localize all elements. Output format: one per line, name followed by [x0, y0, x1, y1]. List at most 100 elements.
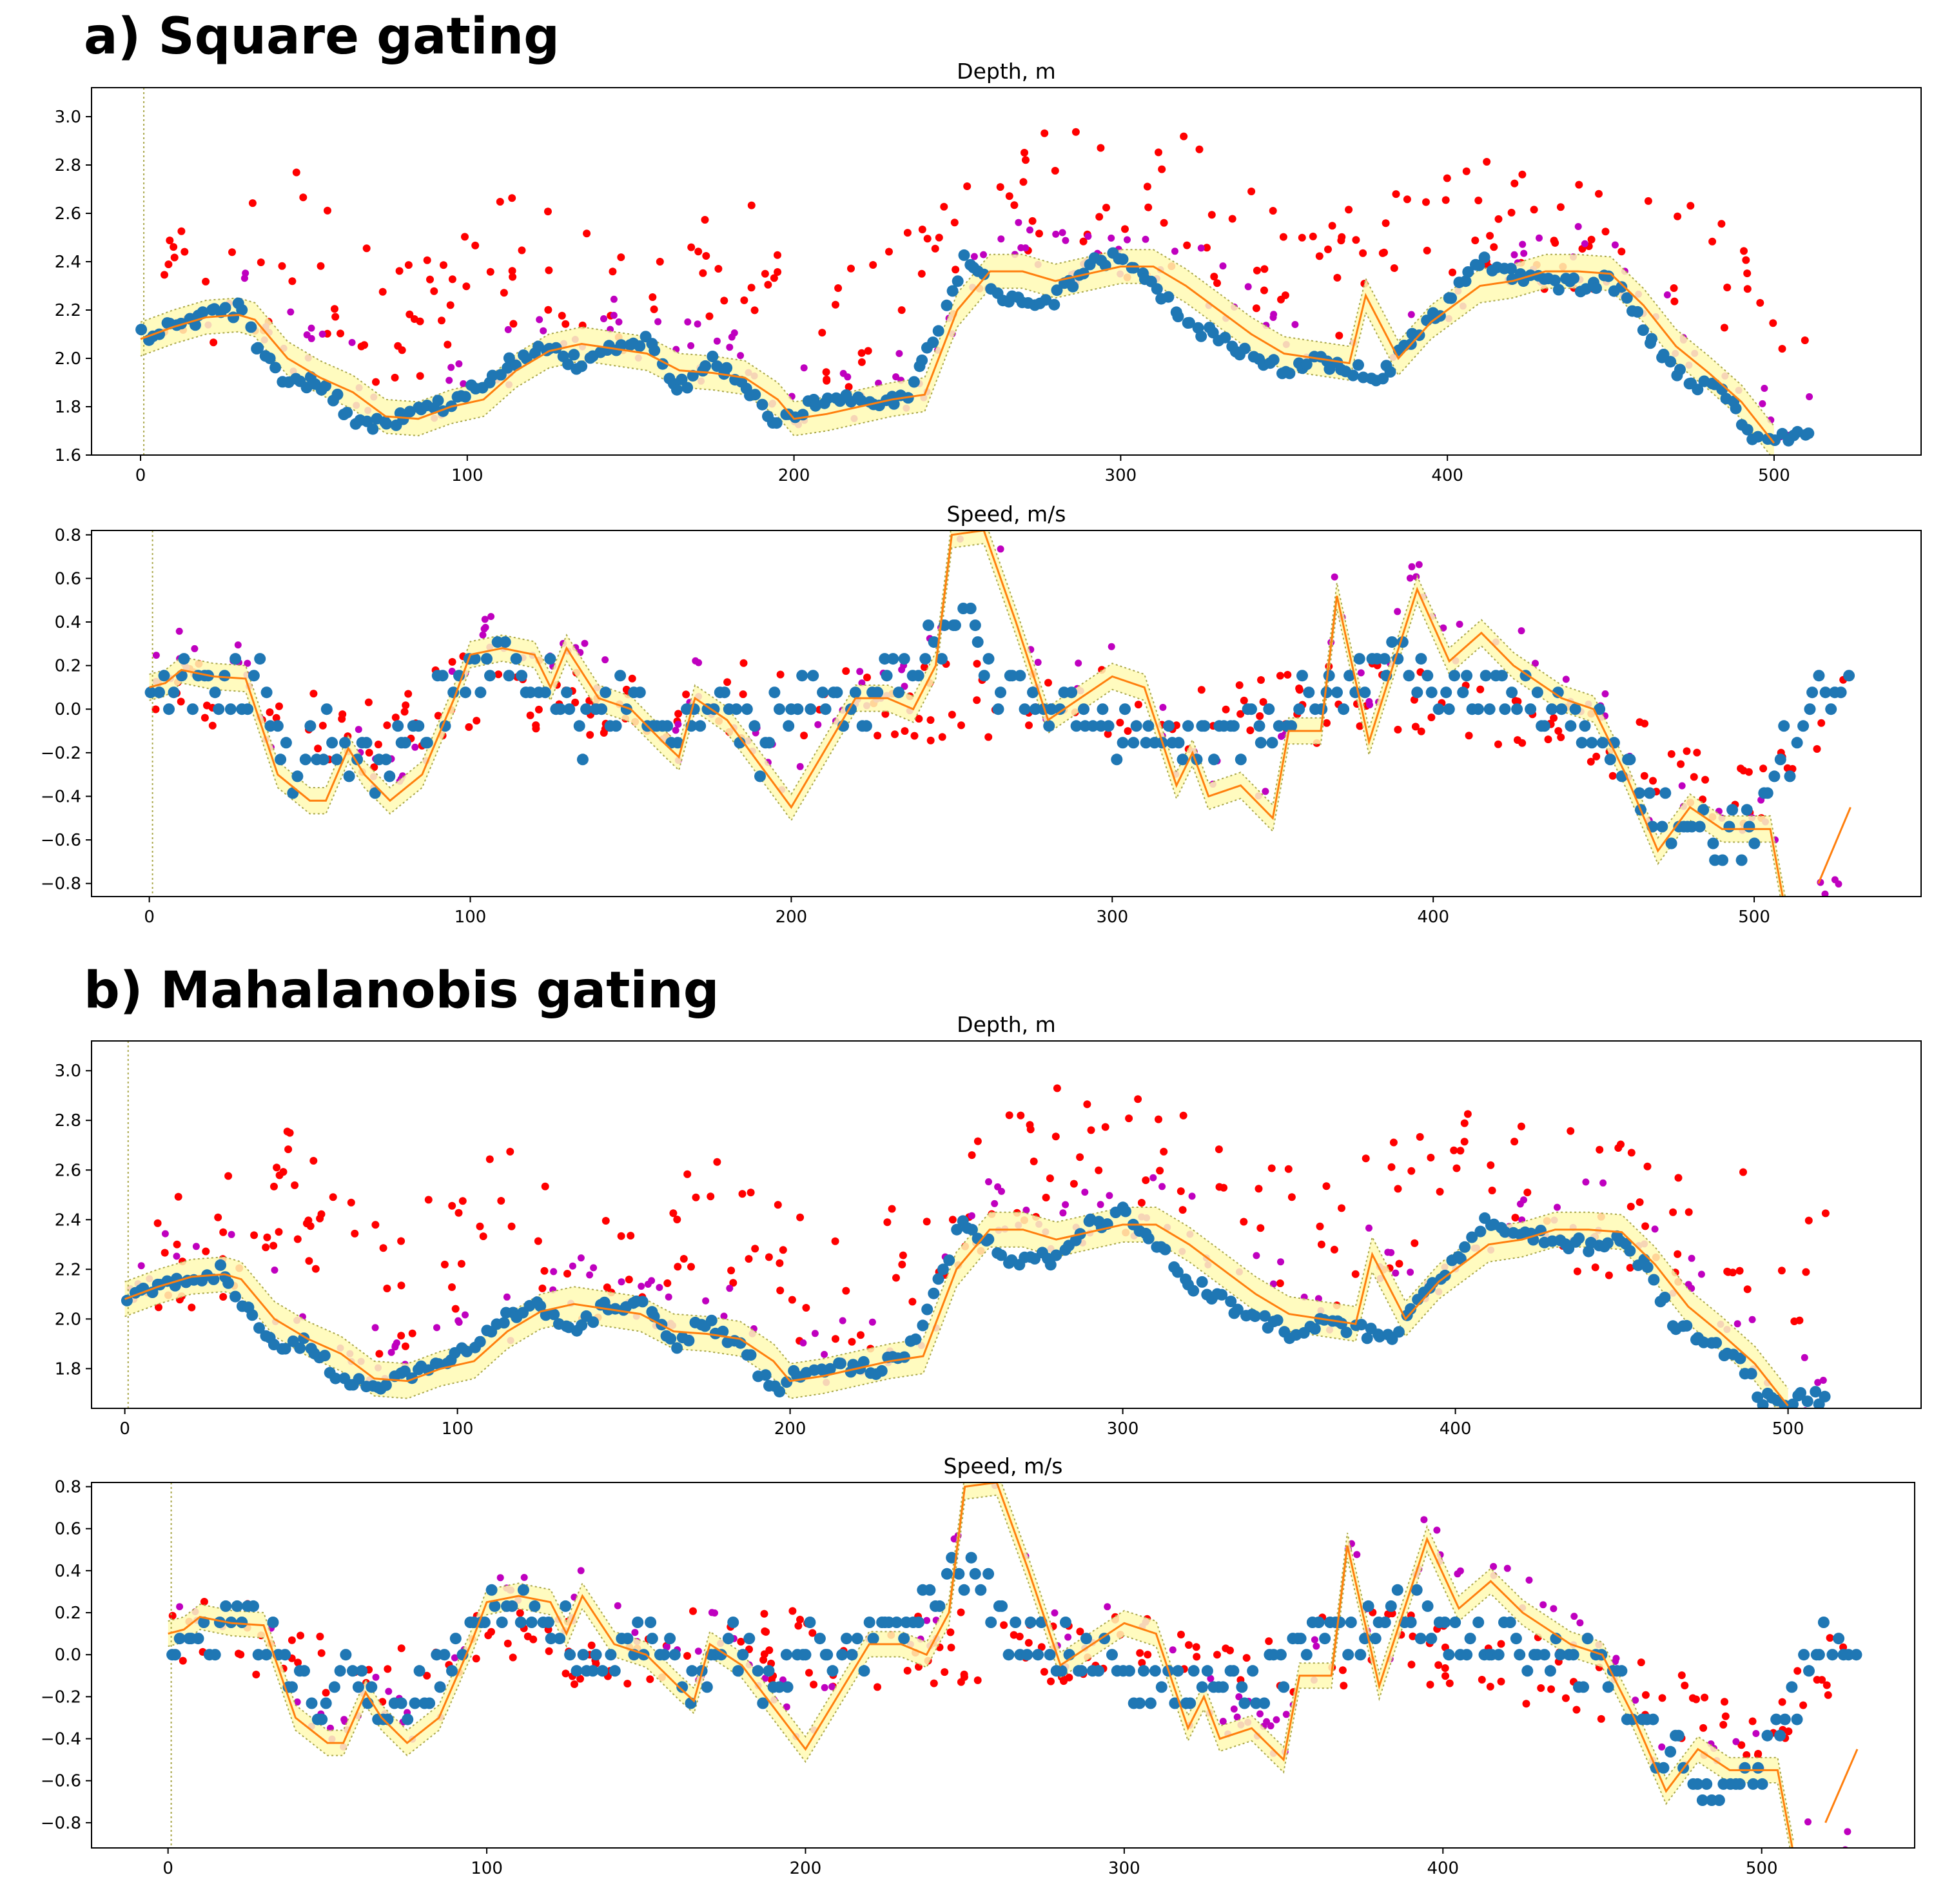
gated-point: [288, 1636, 296, 1644]
gated-point: [1683, 747, 1691, 755]
band-upper-edge: [149, 530, 1786, 897]
measured-point: [1806, 686, 1819, 699]
other-point: [1015, 219, 1022, 226]
gated-point: [405, 310, 414, 318]
gated-point: [1742, 256, 1750, 264]
measured-point: [1353, 653, 1365, 665]
other-point: [137, 1262, 145, 1270]
other-point: [1207, 1675, 1215, 1682]
measured-point: [1149, 1665, 1161, 1677]
other-point: [1064, 1633, 1072, 1641]
band-upper-edge: [168, 1482, 1795, 1842]
other-point: [1365, 698, 1373, 705]
measured-point: [1271, 1314, 1284, 1326]
gated-point: [497, 1197, 505, 1205]
x-tick-label: 100: [471, 1859, 503, 1878]
y-tick-label: −0.6: [41, 831, 81, 850]
other-point: [1104, 1603, 1111, 1611]
other-point: [737, 352, 745, 360]
gated-point: [1441, 196, 1450, 204]
measured-point: [1238, 1697, 1251, 1709]
y-tick-label: −0.2: [41, 1687, 81, 1707]
axes-frame: [91, 1040, 1922, 1409]
other-point: [1532, 659, 1539, 667]
gated-point: [479, 1232, 487, 1241]
gated-point: [1022, 156, 1030, 164]
other-point: [1520, 249, 1528, 257]
gated-point: [1407, 1167, 1416, 1175]
gated-point: [1338, 1204, 1345, 1212]
measured-point: [958, 1584, 970, 1596]
other-point: [1732, 1738, 1740, 1745]
measured-point: [260, 1649, 273, 1661]
gated-point: [1483, 158, 1491, 166]
gated-point: [494, 670, 503, 679]
measured-point: [525, 1617, 538, 1628]
measured-point: [1421, 670, 1434, 682]
gated-point: [294, 1658, 302, 1667]
gated-point: [847, 264, 855, 273]
other-point: [1384, 1248, 1392, 1256]
measured-point: [516, 670, 528, 682]
measured-point: [1538, 1649, 1550, 1661]
measured-point: [280, 737, 292, 749]
measured-point: [279, 1343, 291, 1355]
gated-point: [1210, 273, 1218, 281]
gated-point: [1116, 719, 1124, 727]
measured-point: [715, 1649, 727, 1661]
gated-point: [284, 1145, 293, 1154]
other-point: [692, 657, 699, 665]
gated-point: [1160, 1147, 1168, 1156]
gated-point: [347, 1198, 355, 1207]
other-point: [1219, 1718, 1227, 1725]
gated-point: [540, 1267, 549, 1275]
gated-point: [1721, 1712, 1730, 1720]
measured-point: [1784, 770, 1796, 782]
gated-point: [776, 1287, 785, 1295]
other-point: [844, 373, 852, 381]
gated-point: [1626, 1203, 1635, 1210]
measured-point: [1466, 1231, 1478, 1243]
gated-point: [1674, 1174, 1683, 1182]
measured-point: [1461, 1649, 1473, 1661]
gated-point: [1160, 219, 1168, 227]
measured-point: [299, 753, 311, 766]
other-point: [487, 613, 495, 620]
gated-point: [747, 201, 756, 209]
measured-point: [576, 360, 588, 373]
gated-point: [1739, 1168, 1747, 1176]
other-point: [644, 1281, 652, 1288]
gated-point: [1488, 1187, 1496, 1194]
measured-point: [634, 340, 646, 352]
other-point: [997, 235, 1005, 243]
measured-point: [1195, 330, 1207, 342]
measured-point: [254, 653, 266, 665]
other-point: [1821, 890, 1829, 897]
gated-point: [1197, 686, 1206, 694]
gated-point: [885, 248, 893, 256]
axes-frame: [91, 530, 1922, 897]
other-point: [997, 545, 1004, 553]
gated-point: [202, 1247, 210, 1256]
gated-point: [1627, 1149, 1636, 1157]
other-point: [355, 726, 362, 733]
y-tick-label: 2.4: [55, 1210, 81, 1230]
measured-point: [1462, 266, 1474, 278]
measured-point: [562, 358, 574, 371]
measured-point: [672, 737, 684, 749]
measured-point: [1403, 670, 1415, 682]
measured-point: [890, 1617, 903, 1628]
gated-point: [485, 1155, 494, 1163]
measured-point: [554, 1633, 566, 1645]
gated-point: [1228, 215, 1236, 223]
gated-point: [534, 1237, 542, 1245]
measured-point: [542, 1617, 554, 1628]
measured-point: [1055, 1665, 1068, 1677]
gated-point: [1235, 681, 1244, 689]
measured-point: [474, 1336, 486, 1348]
y-tick-label: 0.2: [55, 1604, 81, 1623]
gated-point: [365, 748, 373, 757]
measured-point: [867, 1633, 879, 1645]
other-point: [1844, 1828, 1851, 1836]
other-point: [1601, 690, 1609, 697]
